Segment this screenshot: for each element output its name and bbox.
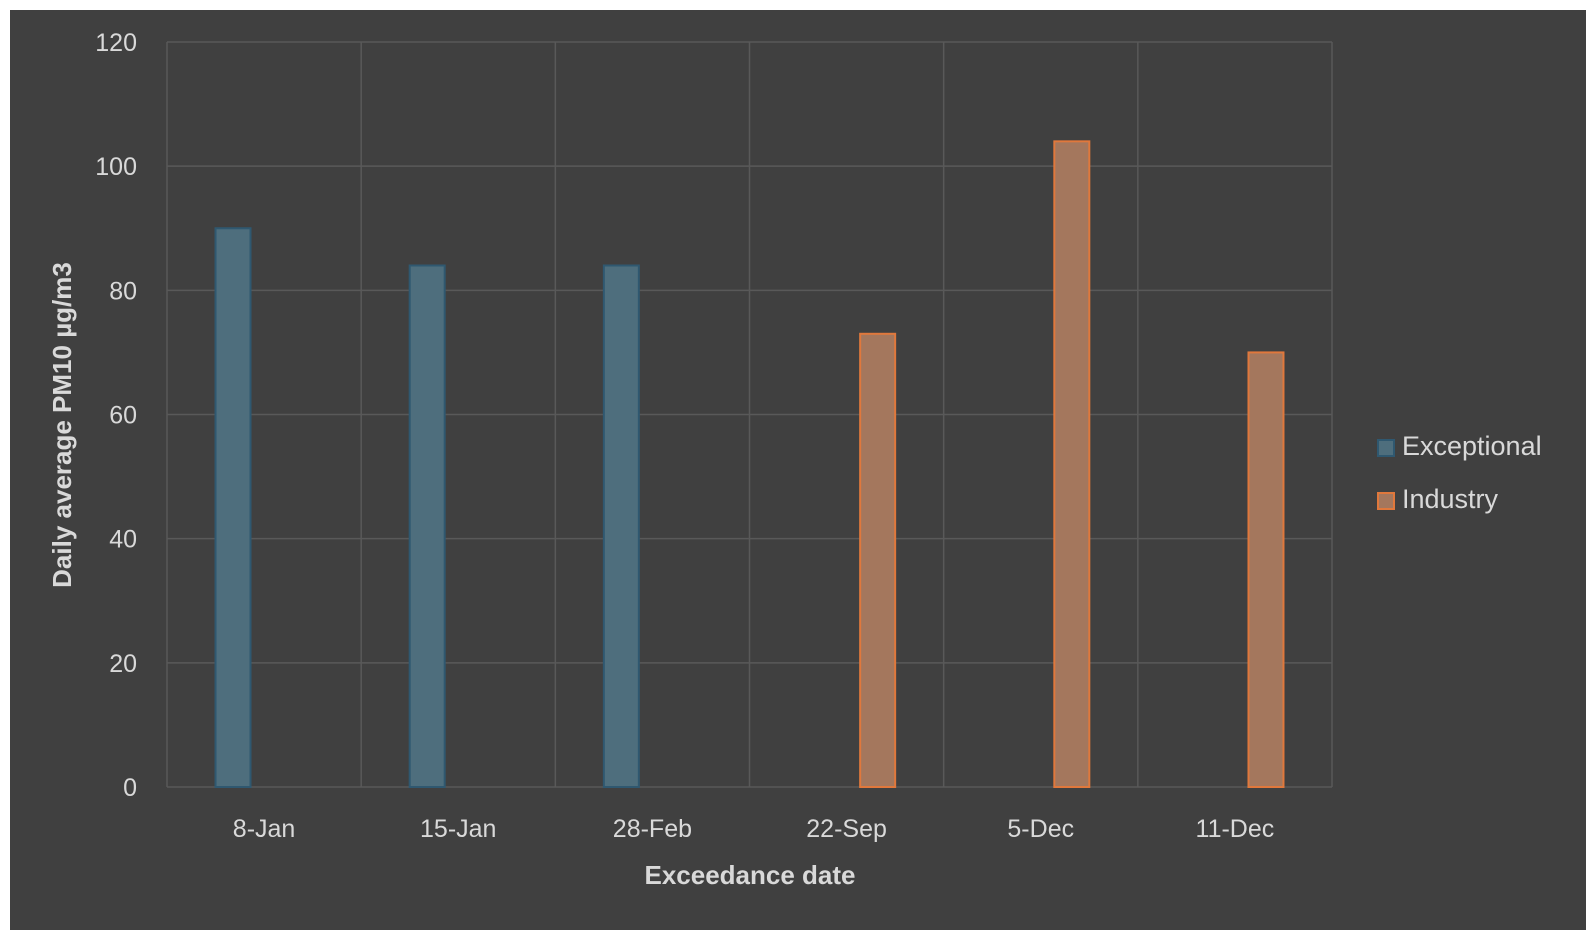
bar-exceptional-8-jan xyxy=(214,227,252,788)
y-tick-label: 0 xyxy=(123,774,137,802)
y-tick-label: 80 xyxy=(109,277,137,305)
y-tick-label: 60 xyxy=(109,402,137,430)
y-tick-label: 40 xyxy=(109,526,137,554)
legend: Exceptional Industry xyxy=(1377,431,1542,514)
chart-svg: 0 20 40 60 80 100 120 8-Jan 15-Jan 28-Feb 22-Sep 5… xyxy=(47,29,1542,890)
x-tick-label: 8-Jan xyxy=(233,815,296,843)
bar-industry-22-sep xyxy=(859,332,897,788)
bar-industry-5-dec xyxy=(1053,140,1091,789)
grid-layer xyxy=(166,41,1333,788)
legend-label-exceptional: Exceptional xyxy=(1402,431,1542,461)
y-tick-label: 20 xyxy=(109,650,137,678)
y-tick-labels: 0 20 40 60 80 100 120 xyxy=(95,29,137,802)
x-tick-label: 5-Dec xyxy=(1007,815,1074,843)
x-tick-label: 15-Jan xyxy=(420,815,496,843)
bar-industry-11-dec xyxy=(1247,351,1285,788)
bar-exceptional-15-jan xyxy=(408,264,446,788)
x-axis-title: Exceedance date xyxy=(644,860,855,890)
bar-exceptional-28-feb xyxy=(602,264,640,788)
bars xyxy=(214,140,1285,789)
x-tick-labels: 8-Jan 15-Jan 28-Feb 22-Sep 5-Dec 11-Dec xyxy=(233,815,1274,843)
legend-swatch-industry xyxy=(1377,492,1395,510)
x-tick-label: 28-Feb xyxy=(613,815,692,843)
chart-area: 0 20 40 60 80 100 120 8-Jan 15-Jan 28-Feb 22-Sep 5… xyxy=(10,10,1586,930)
legend-label-industry: Industry xyxy=(1402,484,1499,514)
x-tick-label: 11-Dec xyxy=(1196,815,1275,843)
x-tick-label: 22-Sep xyxy=(806,815,887,843)
y-tick-label: 100 xyxy=(95,153,137,181)
y-axis-title: Daily average PM10 µg/m3 xyxy=(47,262,77,588)
legend-swatch-exceptional xyxy=(1377,439,1395,457)
y-tick-label: 120 xyxy=(95,29,137,57)
